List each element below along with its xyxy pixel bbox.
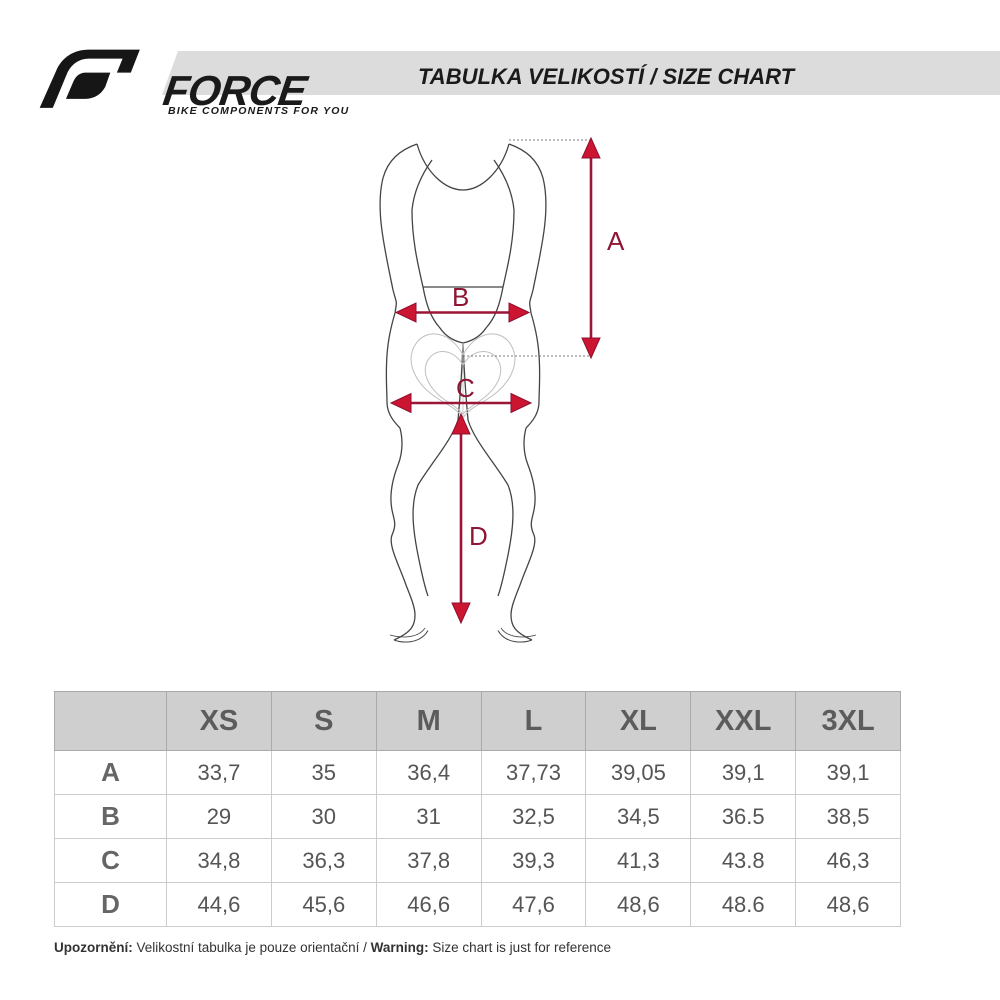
- svg-text:D: D: [469, 521, 488, 551]
- svg-text:C: C: [456, 373, 475, 403]
- svg-text:B: B: [452, 282, 469, 312]
- svg-text:A: A: [607, 226, 625, 256]
